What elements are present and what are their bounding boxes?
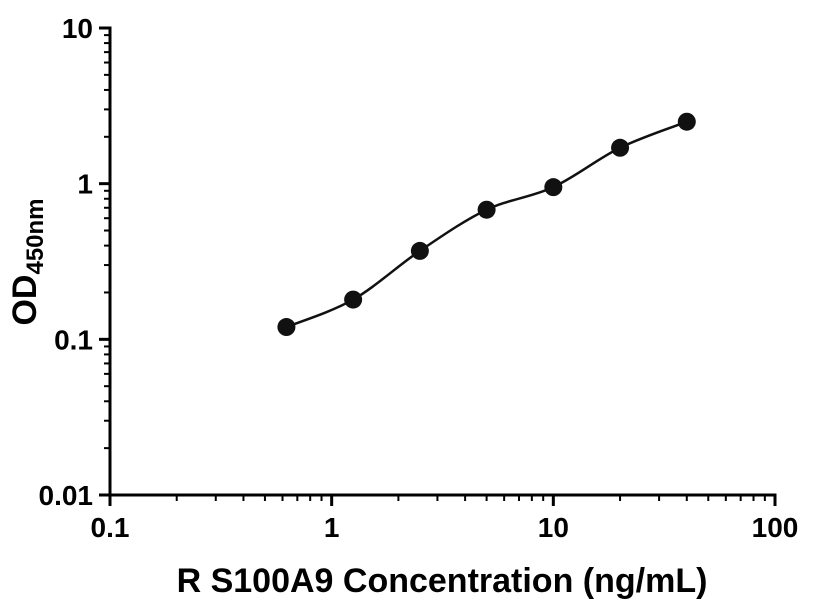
data-point (477, 200, 496, 219)
data-point (410, 241, 429, 260)
x-tick-label: 1 (324, 512, 340, 543)
y-tick-label: 10 (62, 13, 93, 44)
y-tick-label: 0.01 (39, 480, 94, 511)
data-point (544, 178, 563, 197)
x-axis-title: R S100A9 Concentration (ng/mL) (177, 562, 708, 600)
axis-lines (108, 26, 777, 497)
x-tick-label: 10 (538, 512, 569, 543)
data-point (277, 318, 296, 337)
data-point (344, 290, 363, 309)
y-tick-label: 0.1 (54, 324, 93, 355)
x-tick-label: 100 (752, 512, 799, 543)
data-point (677, 112, 696, 131)
y-axis-title-sub: 450nm (22, 198, 49, 274)
x-tick-label: 0.1 (91, 512, 130, 543)
data-series (277, 112, 696, 337)
y-axis-title: OD450nm (6, 198, 49, 325)
y-tick-label: 1 (77, 169, 93, 200)
data-point (611, 138, 630, 157)
y-axis-title-main: OD (6, 275, 44, 326)
